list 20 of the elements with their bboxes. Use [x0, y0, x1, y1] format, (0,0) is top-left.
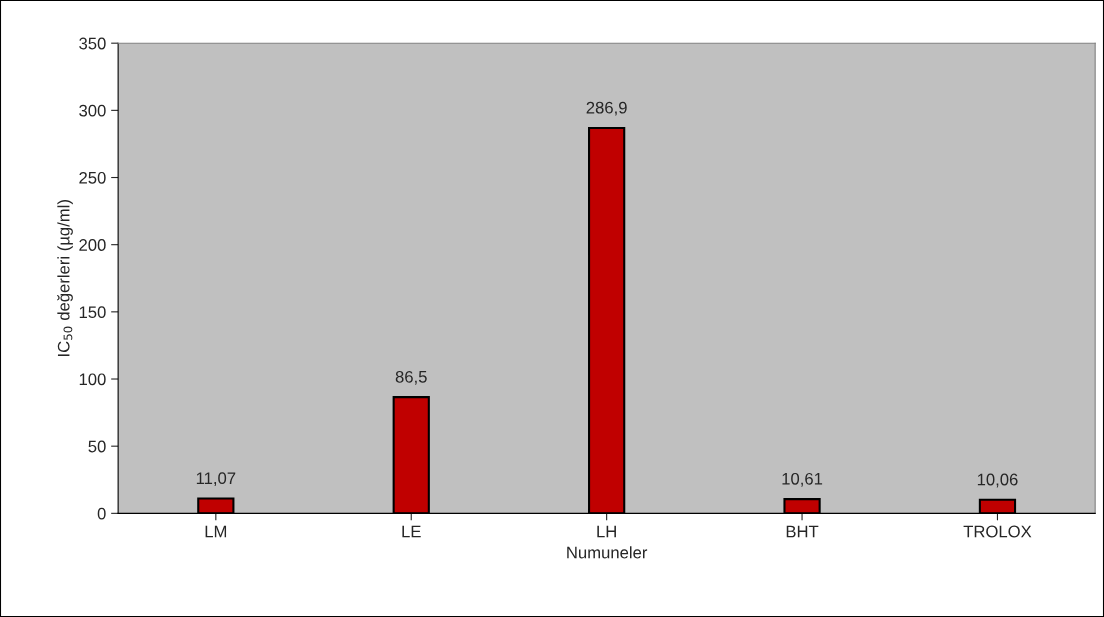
y-axis-title: IC$_{50}$ değerleri (µg/ml): [57, 200, 73, 356]
x-tick-label: LE: [402, 525, 421, 538]
data-label: 10,61: [782, 472, 823, 487]
x-tick-label: TROLOX: [963, 525, 1032, 538]
y-tick-label: 300: [79, 104, 106, 117]
y-tick-label: 0: [97, 507, 106, 520]
x-tick-label: BHT: [786, 525, 819, 538]
data-label: 11,07: [196, 472, 236, 487]
x-tick-label: LH: [597, 525, 616, 538]
y-tick-label: 50: [88, 440, 106, 453]
y-tick-label: 200: [79, 239, 106, 251]
data-label: 10,06: [977, 473, 1018, 488]
data-label: 86,5: [395, 370, 427, 385]
data-label: 286,9: [586, 101, 627, 116]
y-tick-label: 350: [79, 37, 106, 50]
x-axis-title: Numuneler: [567, 546, 648, 559]
y-tick-label: 150: [79, 306, 106, 319]
y-tick-label: 100: [79, 373, 106, 386]
x-tick-label: LM: [205, 525, 227, 538]
y-tick-label: 250: [79, 171, 106, 184]
